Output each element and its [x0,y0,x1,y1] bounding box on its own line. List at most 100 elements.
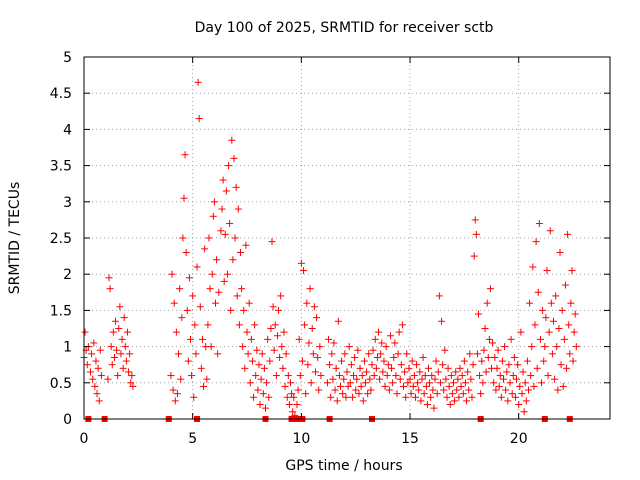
data-point [421,372,429,380]
data-point [367,386,375,394]
data-point [378,339,386,347]
data-point [464,368,472,376]
data-point [123,328,131,336]
y-tick-label: 0.5 [50,376,72,392]
data-point [545,328,553,336]
data-point [555,325,563,332]
y-tick-label: 1 [63,340,72,356]
data-point [92,357,100,365]
data-point [540,357,548,365]
data-point [179,234,187,242]
data-point [207,343,215,351]
data-point [503,368,511,376]
data-point [330,339,338,347]
data-point [490,379,498,387]
data-point [193,263,201,271]
data-point [473,350,481,358]
data-point [112,317,120,325]
data-point [531,321,539,329]
data-point [372,364,380,372]
data-point [479,379,487,387]
x-tick-label: 5 [188,431,197,447]
data-point [493,364,501,372]
data-point [476,372,484,380]
data-point [119,364,127,372]
data-point [369,346,377,354]
data-point [121,343,129,351]
data-point [440,386,448,394]
data-point [389,379,397,387]
data-point [398,321,406,329]
y-tick-label: 0 [63,412,72,428]
data-point [316,343,324,351]
data-point [278,343,286,351]
data-point [416,368,424,376]
data-point [97,372,105,380]
data-point [175,350,183,358]
data-point [283,393,291,401]
axis-ticks: 0 0.5 1 1.5 2 2.5 3 3.5 4 4.5 5 0 5 10 15 20 [50,50,610,447]
data-point [468,393,476,401]
data-point [303,299,311,307]
y-axis-label: SRMTID / TECUs [7,182,23,295]
data-point [548,350,556,358]
data-point [565,321,573,329]
gridlines [84,57,610,419]
data-point [240,306,248,314]
data-point [558,306,566,314]
data-point [404,379,412,387]
data-point [128,372,136,380]
data-point [454,375,462,383]
data-point [348,393,356,401]
data-point [118,335,126,343]
data-point [478,357,486,365]
data-point [191,321,199,329]
data-point [344,382,352,390]
data-point [394,350,402,358]
data-point [507,335,515,343]
data-point [505,361,513,369]
data-point [301,321,309,329]
data-point [439,361,447,369]
data-point [356,364,364,372]
data-point [383,372,391,380]
data-point [527,372,535,380]
data-point [220,277,228,285]
data-point [108,361,116,369]
data-point [407,390,415,398]
data-point [382,343,390,351]
data-point [459,390,467,398]
data-point [435,292,443,300]
data-point [486,285,494,293]
data-point [515,401,523,409]
data-point [268,238,276,246]
data-point [358,372,366,380]
data-point [409,382,417,390]
data-point [551,375,559,383]
data-point [532,238,540,246]
data-point [405,364,413,372]
data-point [370,372,378,380]
data-point [442,375,450,383]
data-point [270,346,278,354]
y-tick-label: 1.5 [50,303,72,319]
data-point [510,353,518,361]
data-point [444,364,452,372]
data-point [351,353,359,361]
data-point [401,368,409,376]
data-point [192,350,200,358]
data-point [567,299,575,307]
data-point [177,375,185,383]
data-point [178,314,186,322]
data-point [200,382,208,390]
data-point [391,339,399,347]
data-point [477,390,485,398]
data-point [183,306,191,314]
data-point [219,176,227,184]
data-point [429,386,437,394]
data-point [232,183,240,191]
data-point [168,270,176,278]
data-point [347,361,355,369]
data-point [221,230,229,238]
